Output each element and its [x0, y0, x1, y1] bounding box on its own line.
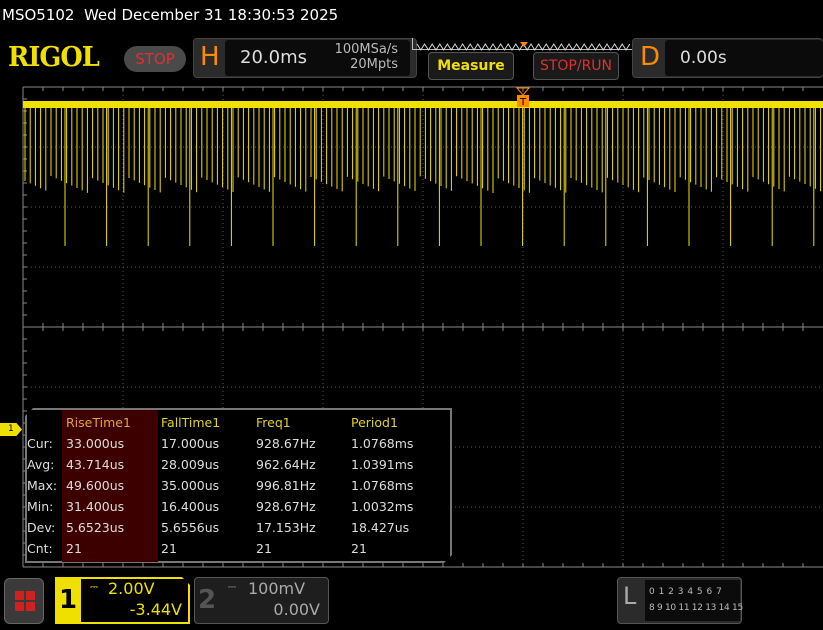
trace-band	[23, 101, 823, 108]
measurement-value: 21	[351, 541, 367, 556]
column-header: FallTime1	[161, 415, 221, 430]
measurement-value: 28.009us	[161, 457, 220, 472]
ch1-trace	[23, 101, 823, 246]
measurement-value: 928.67Hz	[256, 436, 316, 451]
column-header: Period1	[351, 415, 398, 430]
menu-button[interactable]	[4, 578, 44, 624]
ch1-offset: -3.44V	[129, 600, 182, 619]
measurement-value: 35.000us	[161, 478, 220, 493]
sample-rate: 100MSa/s	[334, 42, 398, 57]
measurement-value: 962.64Hz	[256, 457, 316, 472]
ch2-number: 2	[198, 585, 217, 615]
overview-wave-icon	[416, 42, 631, 51]
logic-channels: 0 1 2 3 4 5 6 7 8 9 10 11 12 13 14 15	[645, 580, 743, 621]
row-label: Max:	[27, 478, 58, 493]
measurement-value: 1.0391ms	[351, 457, 414, 472]
row-label: Cnt:	[27, 541, 53, 556]
measurement-value: 31.400us	[66, 499, 125, 514]
measurement-value: 1.0032ms	[351, 499, 414, 514]
delay-inner	[665, 40, 823, 76]
horizontal-inner	[225, 40, 410, 76]
measurement-value: 33.000us	[66, 436, 125, 451]
trigger-marker-label: T	[519, 97, 527, 108]
ch1-scale: 2.00V	[108, 579, 155, 598]
measurement-value: 996.81Hz	[256, 478, 316, 493]
delay-value[interactable]: 0.00s	[680, 48, 727, 68]
logic-row-2: 8 9 10 11 12 13 14 15	[649, 603, 743, 613]
rigol-logo: RIGOL	[8, 42, 100, 73]
ch1-number: 1	[55, 577, 81, 624]
measurement-value: 1.0768ms	[351, 436, 414, 451]
measurement-value: 1.0768ms	[351, 478, 414, 493]
measurement-value: 17.153Hz	[256, 520, 316, 535]
row-label: Avg:	[27, 457, 55, 472]
measurement-value: 43.714us	[66, 457, 125, 472]
ch2-scale: 100mV	[248, 579, 306, 598]
delay-label: D	[640, 42, 661, 72]
grid-menu-icon	[15, 591, 35, 611]
row-label: Dev:	[27, 520, 56, 535]
dc-coupling-icon: ⎓	[228, 582, 236, 593]
row-label: Cur:	[27, 436, 53, 451]
dc-coupling-icon: ⎓	[90, 582, 98, 593]
ch2-settings[interactable]	[194, 577, 329, 624]
measurement-value: 21	[66, 541, 82, 556]
run-state-badge[interactable]: STOP	[124, 46, 186, 72]
row-label: Min:	[27, 499, 54, 514]
trigger-position-marker[interactable]: T	[515, 87, 531, 108]
logic-row-1: 0 1 2 3 4 5 6 7	[649, 587, 723, 597]
acquisition-info: 100MSa/s 20Mpts	[318, 42, 398, 72]
measurement-value: 21	[161, 541, 177, 556]
measurement-value: 17.000us	[161, 436, 220, 451]
selected-column-highlight	[62, 410, 158, 562]
status-title: MSO5102 Wed December 31 18:30:53 2025	[2, 6, 339, 24]
measurement-value: 5.6556us	[161, 520, 220, 535]
measurement-value: 21	[256, 541, 272, 556]
memory-depth: 20Mpts	[350, 57, 398, 72]
column-header: RiseTime1	[66, 415, 131, 430]
ch1-offset-marker[interactable]: 1	[0, 423, 22, 436]
measurement-value: 16.400us	[161, 499, 220, 514]
measurement-value: 18.427us	[351, 520, 410, 535]
measurement-value: 928.67Hz	[256, 499, 316, 514]
horizontal-label: H	[200, 42, 220, 72]
ch2-offset: 0.00V	[273, 600, 320, 619]
stop-run-button[interactable]: STOP/RUN	[533, 52, 619, 80]
measurement-value: 5.6523us	[66, 520, 125, 535]
logic-label: L	[623, 582, 637, 610]
measure-button[interactable]: Measure	[428, 52, 514, 80]
timebase-value[interactable]: 20.0ms	[240, 47, 307, 68]
measurement-value: 49.600us	[66, 478, 125, 493]
column-header: Freq1	[256, 415, 291, 430]
